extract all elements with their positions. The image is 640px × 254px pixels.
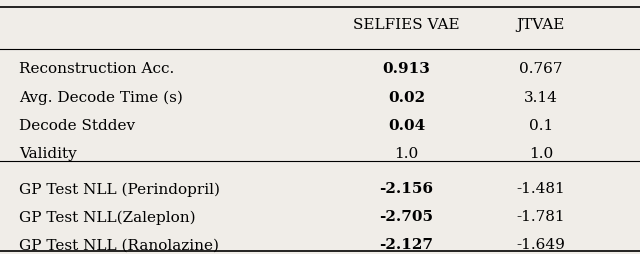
Text: Decode Stddev: Decode Stddev — [19, 118, 135, 132]
Text: Validity: Validity — [19, 146, 77, 160]
Text: 1.0: 1.0 — [529, 146, 553, 160]
Text: -1.781: -1.781 — [516, 210, 565, 224]
Text: 0.1: 0.1 — [529, 118, 553, 132]
Text: -2.156: -2.156 — [380, 182, 433, 196]
Text: -2.127: -2.127 — [380, 237, 433, 251]
Text: 3.14: 3.14 — [524, 90, 557, 104]
Text: 1.0: 1.0 — [394, 146, 419, 160]
Text: -1.481: -1.481 — [516, 182, 565, 196]
Text: SELFIES VAE: SELFIES VAE — [353, 18, 460, 32]
Text: 0.767: 0.767 — [519, 62, 563, 76]
Text: GP Test NLL (Ranolazine): GP Test NLL (Ranolazine) — [19, 237, 219, 251]
Text: GP Test NLL(Zaleplon): GP Test NLL(Zaleplon) — [19, 210, 196, 224]
Text: 0.913: 0.913 — [383, 62, 430, 76]
Text: -1.649: -1.649 — [516, 237, 565, 251]
Text: 0.02: 0.02 — [388, 90, 425, 104]
Text: 0.04: 0.04 — [388, 118, 425, 132]
Text: -2.705: -2.705 — [380, 210, 433, 224]
Text: Avg. Decode Time (s): Avg. Decode Time (s) — [19, 90, 183, 104]
Text: Reconstruction Acc.: Reconstruction Acc. — [19, 62, 175, 76]
Text: GP Test NLL (Perindopril): GP Test NLL (Perindopril) — [19, 182, 220, 196]
Text: JTVAE: JTVAE — [516, 18, 565, 32]
